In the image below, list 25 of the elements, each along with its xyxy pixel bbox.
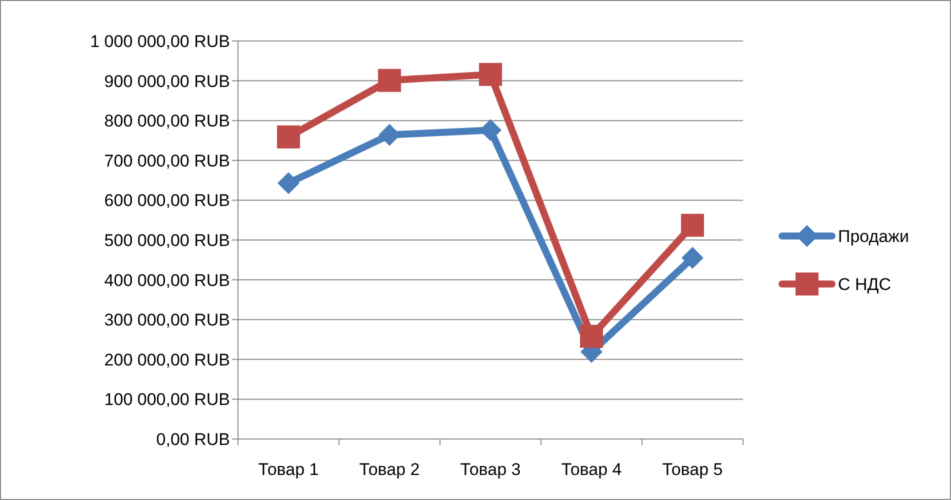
legend-label: Продажи: [838, 226, 909, 246]
y-tick-label: 800 000,00 RUB: [104, 112, 230, 131]
y-tick-label: 700 000,00 RUB: [104, 151, 230, 170]
y-tick-label: 200 000,00 RUB: [104, 350, 230, 370]
point: [682, 246, 704, 269]
point: [681, 214, 704, 237]
x-tick-label: Товар 5: [662, 460, 723, 479]
y-tick-label: 1 000 000,00 RUB: [90, 32, 230, 51]
y-tick-label: 0,00 RUB: [156, 430, 230, 449]
x-tick-label: Товар 3: [460, 460, 521, 479]
y-tick-label: 400 000,00 RUB: [104, 270, 230, 290]
point: [378, 68, 401, 92]
x-tick-label: Товар 4: [561, 460, 622, 479]
legend-label: С НДС: [838, 274, 892, 294]
x-tick-label: Товар 1: [258, 460, 319, 479]
y-tick-label: 900 000,00 RUB: [104, 72, 230, 91]
y-tick-label: 500 000,00 RUB: [104, 230, 230, 250]
y-tick-label: 600 000,00 RUB: [104, 191, 230, 210]
point: [479, 62, 502, 86]
point: [580, 324, 603, 348]
point: [277, 125, 300, 148]
y-tick-label: 100 000,00 RUB: [104, 390, 230, 410]
point: [278, 172, 300, 194]
x-tick-label: Товар 2: [359, 460, 420, 479]
y-tick-label: 300 000,00 RUB: [104, 310, 230, 330]
